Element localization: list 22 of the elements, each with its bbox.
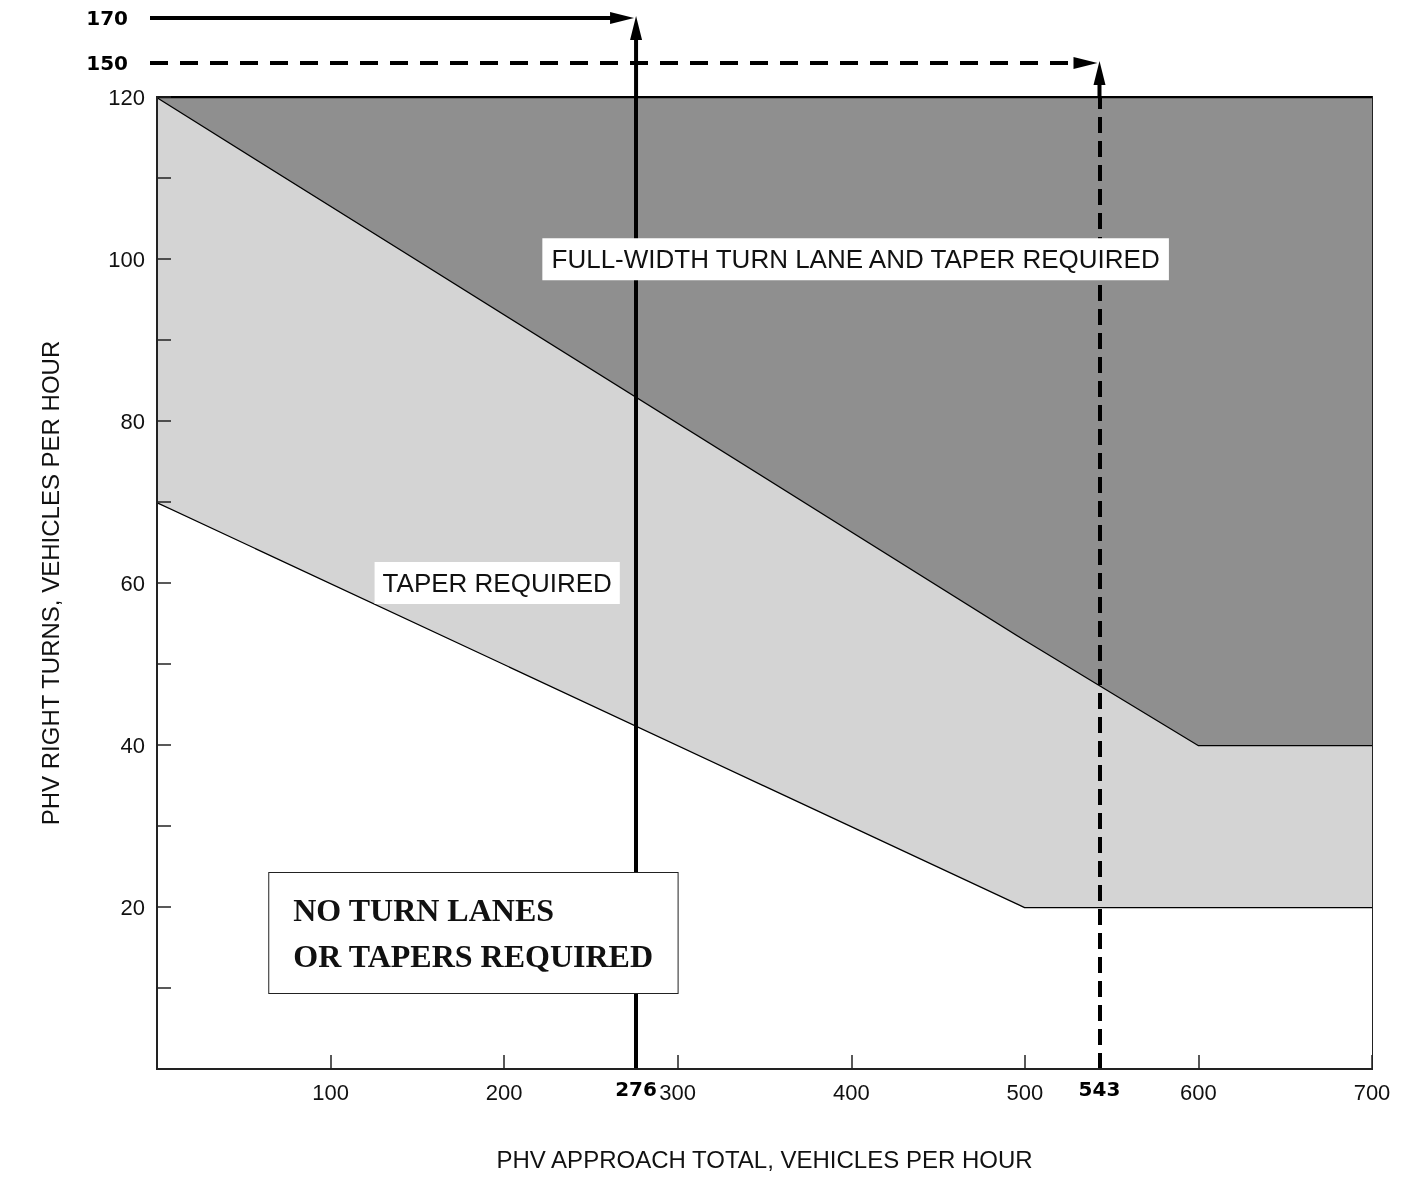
ref-line-label: 543: [1078, 1077, 1121, 1101]
x-tick-label: 700: [1353, 1079, 1391, 1105]
y-tick-label: 60: [120, 570, 145, 596]
y-tick-label: 120: [108, 84, 145, 110]
y-tick-label: 40: [120, 732, 145, 758]
x-tick-label: 500: [1006, 1079, 1044, 1105]
x-tick-label: 100: [312, 1079, 349, 1105]
x-tick-label: 600: [1180, 1079, 1217, 1105]
ref-line-label: 276: [615, 1077, 657, 1101]
annotation: FULL-WIDTH TURN LANE AND TAPER REQUIRED: [551, 244, 1160, 275]
y-tick-label: 80: [120, 408, 145, 434]
text: 150: [86, 51, 128, 75]
annotation: NO TURN LANES OR TAPERS REQUIRED: [293, 891, 654, 974]
text: 170: [86, 6, 128, 30]
x-tick-label: 200: [485, 1079, 523, 1105]
x-tick-label: 400: [832, 1079, 870, 1105]
y-tick-label: 20: [120, 894, 145, 920]
x-tick-label: 300: [659, 1079, 697, 1105]
x-axis-title: PHV APPROACH TOTAL, VEHICLES PER HOUR: [496, 1145, 1033, 1173]
y-tick-label: 100: [108, 246, 145, 272]
annotation: TAPER REQUIRED: [382, 568, 612, 598]
y-axis-title: PHV RIGHT TURNS, VEHICLES PER HOUR: [36, 340, 64, 826]
